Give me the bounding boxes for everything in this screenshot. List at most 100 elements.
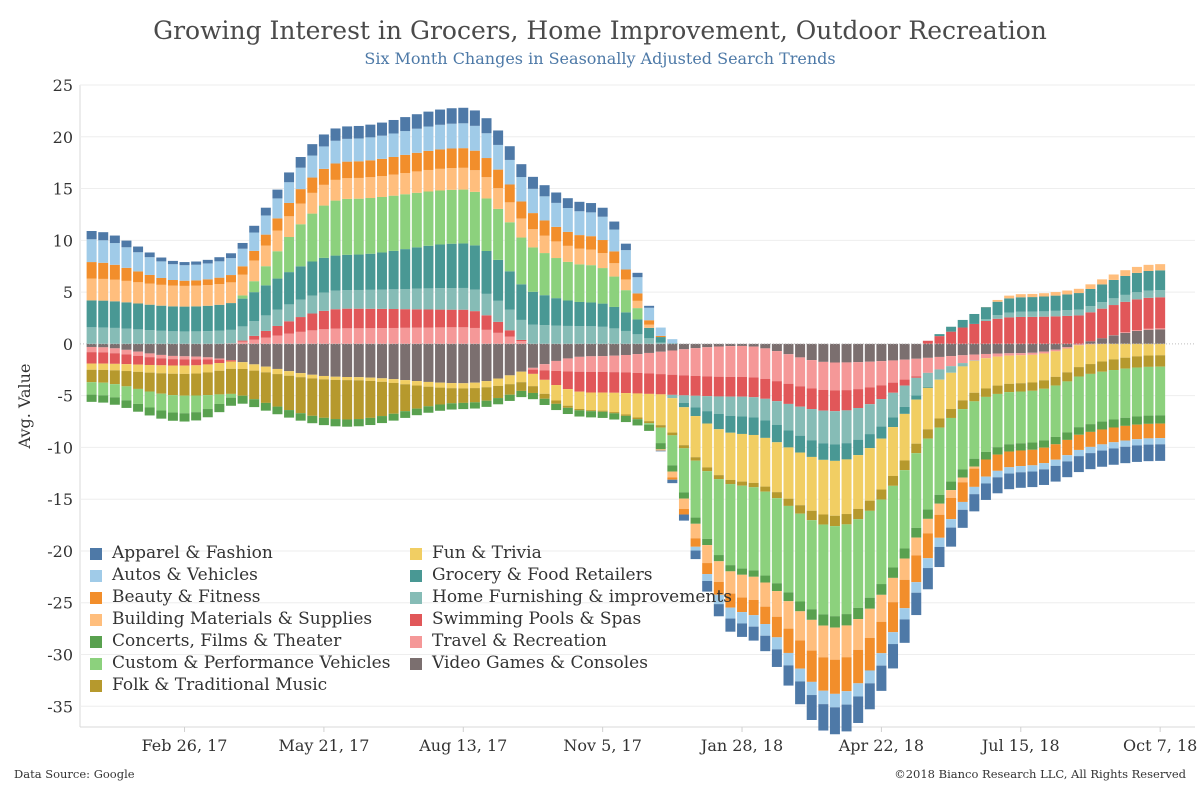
bar-segment bbox=[365, 253, 376, 290]
bar-segment bbox=[806, 456, 817, 511]
bar-segment bbox=[655, 342, 666, 344]
bar-segment bbox=[946, 490, 957, 498]
bar-segment bbox=[98, 363, 109, 370]
bar-segment bbox=[632, 319, 643, 335]
bar-segment bbox=[969, 392, 980, 402]
bar-segment bbox=[330, 179, 341, 201]
bar-segment bbox=[876, 361, 887, 386]
bar-segment bbox=[365, 377, 376, 381]
bar-segment bbox=[888, 567, 899, 578]
bar-segment bbox=[1085, 344, 1096, 365]
x-tick-label: Feb 26, 17 bbox=[142, 736, 228, 755]
bar-segment bbox=[1039, 316, 1050, 344]
bar-segment bbox=[435, 244, 446, 289]
bar-segment bbox=[620, 393, 631, 415]
bar-segment bbox=[86, 346, 97, 353]
bar-segment bbox=[469, 311, 480, 328]
bar-segment bbox=[586, 236, 597, 250]
bar-segment bbox=[702, 347, 713, 377]
bar-segment bbox=[504, 271, 515, 310]
bar-segment bbox=[667, 339, 678, 344]
bar-segment bbox=[1120, 332, 1131, 344]
bar-segment bbox=[284, 216, 295, 238]
legend-swatch bbox=[410, 636, 422, 648]
bar-segment bbox=[109, 264, 120, 280]
bar-segment bbox=[841, 459, 852, 515]
bar-segment bbox=[1155, 438, 1166, 445]
bar-segment bbox=[272, 406, 283, 415]
bar-segment bbox=[1120, 270, 1131, 276]
bar-segment bbox=[423, 245, 434, 289]
bar-segment bbox=[783, 343, 794, 355]
bar-segment bbox=[109, 243, 120, 265]
bar-segment bbox=[1004, 451, 1015, 468]
bar-segment bbox=[1143, 355, 1154, 367]
bar-segment bbox=[458, 148, 469, 168]
bar-segment bbox=[957, 319, 968, 328]
bar-segment bbox=[888, 644, 899, 669]
bar-segment bbox=[783, 665, 794, 686]
bar-segment bbox=[353, 138, 364, 162]
bar-segment bbox=[992, 343, 1003, 354]
y-tick-label: 15 bbox=[53, 180, 73, 199]
bar-segment bbox=[318, 205, 329, 258]
bar-segment bbox=[562, 325, 573, 344]
bar-segment bbox=[690, 517, 701, 524]
bar-segment bbox=[934, 369, 945, 380]
bar-segment bbox=[574, 235, 585, 249]
bar-segment bbox=[771, 424, 782, 443]
bar-segment bbox=[655, 327, 666, 336]
bar-segment bbox=[562, 343, 573, 359]
bar-segment bbox=[1120, 425, 1131, 441]
bar-segment bbox=[202, 263, 213, 280]
bar-segment bbox=[853, 683, 864, 697]
bar-segment bbox=[632, 417, 643, 420]
bar-segment bbox=[527, 324, 538, 344]
bar-segment bbox=[899, 359, 910, 380]
bar-segment bbox=[911, 453, 922, 528]
bar-segment bbox=[458, 388, 469, 403]
bar-segment bbox=[527, 188, 538, 214]
bar-segment bbox=[226, 303, 236, 330]
bar-segment bbox=[295, 331, 306, 344]
bar-segment bbox=[957, 469, 968, 478]
bar-segment bbox=[167, 285, 178, 307]
bar-segment bbox=[539, 185, 550, 197]
bar-segment bbox=[191, 373, 202, 396]
bar-segment bbox=[806, 609, 817, 620]
bar-segment bbox=[946, 356, 957, 367]
bar-segment bbox=[493, 188, 504, 209]
bar-segment bbox=[586, 356, 597, 372]
bar-segment bbox=[864, 510, 875, 598]
bar-segment bbox=[771, 442, 782, 493]
bar-segment bbox=[458, 189, 469, 244]
bar-segment bbox=[969, 458, 980, 467]
bar-segment bbox=[365, 198, 376, 254]
bar-segment bbox=[1050, 316, 1061, 344]
bar-segment bbox=[1062, 372, 1073, 382]
bar-segment bbox=[795, 435, 806, 453]
bar-segment bbox=[272, 218, 283, 231]
bar-segment bbox=[562, 358, 573, 372]
bar-segment bbox=[226, 360, 236, 362]
bar-segment bbox=[597, 207, 608, 217]
bar-segment bbox=[481, 329, 492, 344]
bar-segment bbox=[1015, 355, 1026, 384]
bar-segment bbox=[1004, 353, 1015, 356]
bar-segment bbox=[446, 168, 457, 190]
bar-segment bbox=[342, 419, 353, 427]
bar-segment bbox=[133, 351, 144, 356]
bar-segment bbox=[597, 410, 608, 412]
bar-segment bbox=[284, 410, 295, 418]
bar-segment bbox=[191, 365, 202, 374]
bar-segment bbox=[667, 374, 678, 395]
bar-segment bbox=[214, 257, 225, 262]
bar-segment bbox=[272, 278, 283, 310]
bar-segment bbox=[214, 363, 225, 371]
bar-segment bbox=[202, 359, 213, 365]
bar-segment bbox=[133, 403, 144, 412]
bar-segment bbox=[1039, 296, 1050, 312]
bar-segment bbox=[516, 339, 527, 342]
bar-segment bbox=[376, 135, 387, 159]
bar-segment bbox=[121, 371, 132, 387]
